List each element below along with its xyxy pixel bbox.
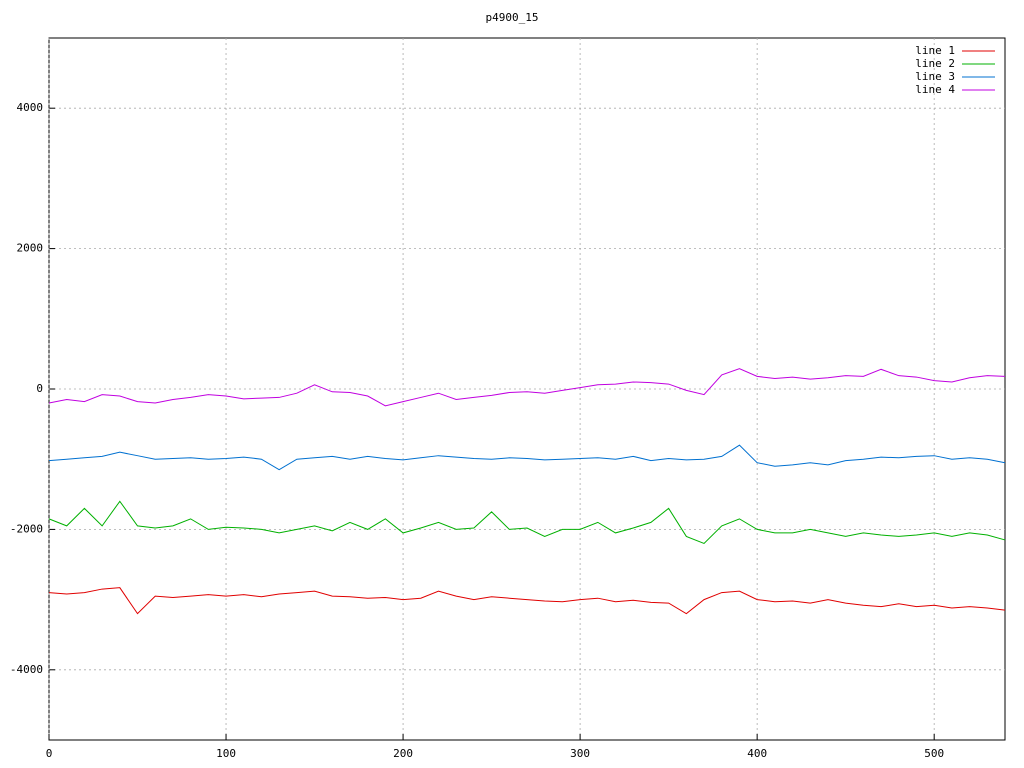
chart-title: p4900_15 (486, 11, 539, 24)
x-tick-label: 200 (393, 747, 413, 760)
x-tick-label: 500 (924, 747, 944, 760)
y-tick-label: 2000 (17, 242, 44, 255)
x-tick-label: 300 (570, 747, 590, 760)
x-tick-label: 100 (216, 747, 236, 760)
y-tick-label: -4000 (10, 663, 43, 676)
data-line (48, 500, 1006, 545)
x-tick-label: 400 (747, 747, 767, 760)
y-tick-label: 0 (36, 382, 43, 395)
legend-label: line 3 (915, 70, 955, 83)
legend-label: line 4 (915, 83, 955, 96)
x-tick-label: 0 (46, 747, 53, 760)
plot-frame (48, 37, 1006, 741)
y-tick-label: -2000 (10, 522, 43, 535)
data-line (48, 444, 1006, 471)
legend-label: line 1 (915, 44, 955, 57)
data-line (48, 368, 1006, 407)
data-line (48, 587, 1006, 615)
legend-label: line 2 (915, 57, 955, 70)
y-tick-label: 4000 (17, 101, 44, 114)
